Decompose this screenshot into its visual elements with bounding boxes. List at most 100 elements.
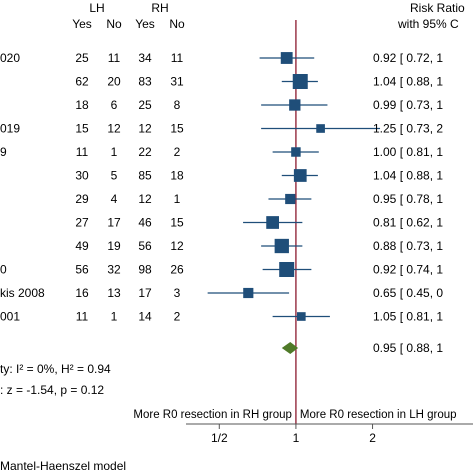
lh-no-value: 6 (111, 98, 118, 112)
lh-no-value: 19 (107, 239, 121, 253)
risk-ratio-ci-text: 0.65 [ 0.45, 0 (373, 286, 443, 300)
study-label: 001 (0, 310, 20, 324)
lh-no-value: 13 (107, 286, 121, 300)
rh-yes-value: 12 (138, 122, 152, 136)
favours-left-label: More R0 resection in RH group (133, 409, 292, 421)
model-note: Mantel-Haenszel model (0, 459, 126, 473)
study-label: kis 2008 (0, 286, 45, 300)
lh-yes-value: 62 (75, 75, 89, 89)
lh-no-value: 32 (107, 263, 121, 277)
rh-no-header: No (169, 17, 185, 31)
lh-yes-value: 11 (76, 145, 89, 159)
study-row: 62 20 83 31 1.04 [ 0.88, 1 (75, 74, 443, 89)
rh-yes-value: 34 (138, 51, 152, 65)
rh-no-value: 12 (170, 239, 184, 253)
lh-no-value: 1 (111, 145, 118, 159)
rh-no-value: 31 (170, 75, 184, 89)
study-label: 020 (0, 51, 20, 65)
study-row: 019 15 12 12 15 1.25 [ 0.73, 2 (0, 122, 443, 136)
risk-ratio-ci-text: 1.25 [ 0.73, 2 (373, 122, 443, 136)
lh-no-value: 1 (111, 310, 118, 324)
x-tick-label: 1/2 (211, 431, 228, 445)
rh-no-value: 2 (174, 145, 181, 159)
study-row: kis 2008 16 13 17 3 0.65 [ 0.45, 0 (0, 286, 443, 300)
lh-yes-value: 56 (75, 263, 89, 277)
study-label: 019 (0, 122, 20, 136)
study-row: 18 6 25 8 0.99 [ 0.73, 1 (75, 98, 443, 112)
lh-no-value: 12 (107, 122, 121, 136)
rh-yes-value: 17 (138, 286, 152, 300)
rh-no-value: 15 (170, 122, 184, 136)
study-row: 9 11 1 22 2 1.00 [ 0.81, 1 (0, 145, 443, 159)
lh-yes-value: 18 (75, 98, 89, 112)
x-tick-label: 1 (293, 431, 300, 445)
study-row: 30 5 85 18 1.04 [ 0.88, 1 (75, 169, 443, 183)
point-estimate-marker (316, 124, 325, 133)
x-axis: More R0 resection in RH group More R0 res… (133, 409, 473, 445)
overall-diamond (281, 342, 299, 354)
lh-yes-value: 25 (75, 51, 89, 65)
overall-risk-ratio-text: 0.95 [ 0.88, 1 (373, 341, 443, 355)
rh-yes-value: 25 (138, 98, 152, 112)
favours-right-label: More R0 resection in LH group (300, 409, 457, 421)
point-estimate-marker (279, 262, 295, 277)
study-row: 27 17 46 15 0.81 [ 0.62, 1 (75, 216, 443, 230)
rh-yes-value: 56 (138, 239, 152, 253)
point-estimate-marker (296, 312, 306, 321)
rh-no-value: 15 (170, 216, 184, 230)
study-row: 0 56 32 98 26 0.92 [ 0.74, 1 (0, 262, 443, 277)
lh-no-value: 11 (108, 51, 121, 65)
rh-no-value: 1 (174, 192, 181, 206)
lh-no-value: 5 (111, 169, 118, 183)
lh-no-header: No (106, 17, 122, 31)
point-estimate-marker (285, 193, 296, 205)
risk-ratio-ci-text: 0.95 [ 0.78, 1 (373, 192, 443, 206)
effect-header-line2: with 95% C (397, 17, 459, 31)
overall-test-stat: : z = -1.54, p = 0.12 (0, 383, 104, 397)
rh-no-value: 3 (174, 286, 181, 300)
risk-ratio-ci-text: 1.00 [ 0.81, 1 (373, 145, 443, 159)
risk-ratio-ci-text: 1.04 [ 0.88, 1 (373, 169, 443, 183)
study-label: 0 (0, 263, 7, 277)
rh-yes-value: 85 (138, 169, 152, 183)
study-row: 29 4 12 1 0.95 [ 0.78, 1 (75, 192, 443, 206)
x-tick-label: 2 (369, 431, 376, 445)
point-estimate-marker (291, 147, 301, 157)
lh-yes-value: 29 (75, 192, 89, 206)
study-row: 49 19 56 12 0.88 [ 0.73, 1 (75, 238, 443, 254)
rh-no-value: 11 (171, 51, 184, 65)
rh-yes-header: Yes (135, 17, 155, 31)
risk-ratio-ci-text: 0.81 [ 0.62, 1 (373, 216, 443, 230)
lh-yes-value: 15 (75, 122, 89, 136)
effect-header-line1: Risk Ratio (410, 1, 465, 15)
risk-ratio-ci-text: 0.92 [ 0.74, 1 (373, 263, 443, 277)
lh-yes-header: Yes (72, 17, 92, 31)
point-estimate-marker (293, 169, 307, 182)
lh-no-value: 4 (111, 192, 118, 206)
rh-no-value: 26 (170, 263, 184, 277)
point-estimate-marker (280, 52, 293, 64)
rh-yes-value: 12 (138, 192, 152, 206)
lh-header: LH (89, 1, 104, 15)
risk-ratio-ci-text: 0.99 [ 0.73, 1 (373, 98, 443, 112)
rh-yes-value: 14 (138, 310, 152, 324)
rh-yes-value: 46 (138, 216, 152, 230)
rh-no-value: 2 (174, 310, 181, 324)
lh-yes-value: 49 (75, 239, 89, 253)
study-row: 001 11 1 14 2 1.05 [ 0.81, 1 (0, 310, 443, 324)
rh-yes-value: 98 (138, 263, 152, 277)
lh-yes-value: 11 (76, 310, 89, 324)
study-rows: 020 25 11 34 11 0.92 [ 0.72, 162 20 83 31 1.04 [ … (0, 20, 443, 424)
risk-ratio-ci-text: 1.04 [ 0.88, 1 (373, 75, 443, 89)
lh-yes-value: 16 (75, 286, 89, 300)
lh-yes-value: 27 (75, 216, 89, 230)
rh-no-value: 8 (174, 98, 181, 112)
rh-no-value: 18 (170, 169, 184, 183)
risk-ratio-ci-text: 0.88 [ 0.73, 1 (373, 239, 443, 253)
rh-yes-value: 83 (138, 75, 152, 89)
point-estimate-marker (289, 99, 301, 111)
lh-no-value: 20 (107, 75, 121, 89)
point-estimate-marker (243, 287, 254, 299)
study-row: 020 25 11 34 11 0.92 [ 0.72, 1 (0, 51, 443, 65)
